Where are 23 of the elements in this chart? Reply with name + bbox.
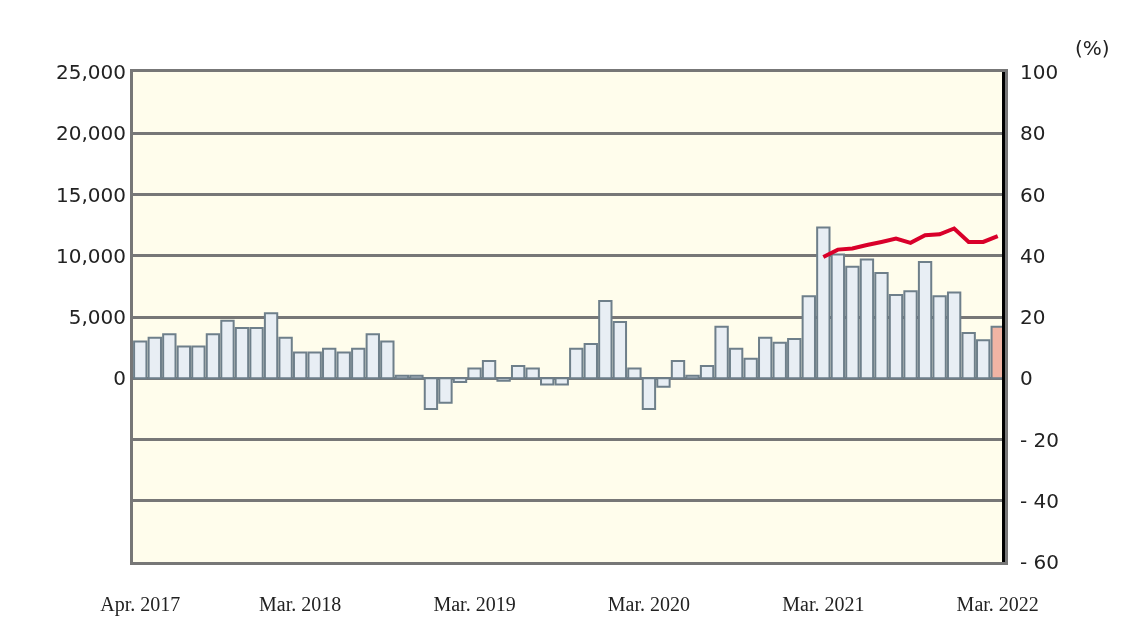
y2-tick-label: 80 (1020, 121, 1046, 146)
line-series (821, 226, 1000, 259)
y2-tick-label: 60 (1020, 182, 1046, 207)
y-tick-label: 5,000 (68, 305, 126, 329)
x-tick-label: Apr. 2017 (100, 593, 181, 616)
y2-tick-label: 0 (1020, 366, 1033, 391)
x-tick-label: Mar. 2019 (433, 593, 516, 615)
y-tick-label: 25,000 (56, 60, 126, 84)
x-tick-label: Mar. 2021 (782, 593, 865, 615)
y2-tick-label: 20 (1020, 305, 1046, 329)
y-tick-label: 0 (113, 366, 126, 391)
y2-tick-label: - 60 (1020, 550, 1060, 574)
y-tick-label: 10,000 (56, 243, 126, 268)
y2-tick-label: - 20 (1020, 427, 1060, 452)
y2-tick-label: - 40 (1020, 488, 1060, 513)
y-tick-label: 20,000 (56, 121, 126, 146)
x-tick-label: Mar. 2022 (956, 593, 1039, 615)
y2-tick-label: 100 (1020, 60, 1059, 84)
x-tick-label: Mar. 2020 (607, 593, 691, 615)
x-tick-label: Mar. 2018 (259, 593, 342, 615)
y2-tick-label: 40 (1020, 243, 1046, 268)
y-tick-label: 15,000 (56, 182, 126, 207)
y2-axis-title: (%) (1075, 36, 1110, 60)
